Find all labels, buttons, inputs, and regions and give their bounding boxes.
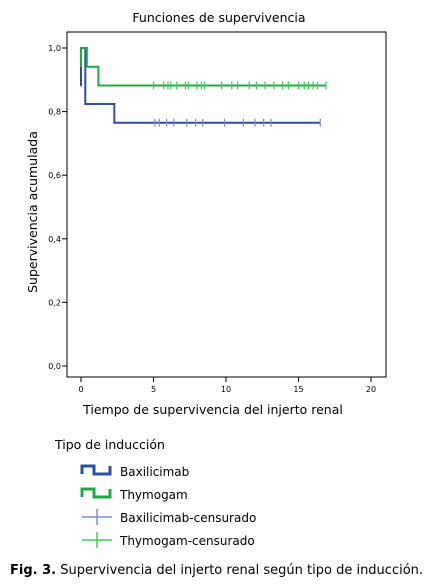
caption-text: Supervivencia del injerto renal según ti… bbox=[56, 563, 424, 578]
legend-title: Tipo de inducción bbox=[55, 437, 165, 452]
legend-item-baxilicimab: Baxilicimab bbox=[55, 462, 355, 485]
plot-series bbox=[80, 47, 327, 127]
y-tick-label: 0,8 bbox=[48, 108, 61, 117]
legend-item-baxilicimab-censored: Baxilicimab-censurado bbox=[55, 508, 355, 531]
x-tick-label: 10 bbox=[221, 385, 231, 394]
legend-label: Thymogam-censurado bbox=[120, 534, 255, 548]
legend-item-thymogam-censored: Thymogam-censurado bbox=[55, 531, 355, 554]
caption-label: Fig. 3. bbox=[10, 563, 57, 578]
x-tick-label: 5 bbox=[151, 385, 156, 394]
y-tick-label: 1,0 bbox=[48, 44, 61, 53]
x-axis: 0 5 10 15 20 bbox=[78, 377, 376, 394]
figure-caption: Fig. 3. Supervivencia del injerto renal … bbox=[10, 563, 423, 578]
y-axis: 0,0 0,2 0,4 0,6 0,8 1,0 bbox=[48, 44, 67, 371]
legend-item-thymogam: Thymogam bbox=[55, 485, 355, 508]
censor-mark-icon bbox=[82, 509, 112, 525]
series-line-thymogam bbox=[80, 47, 326, 87]
y-tick-label: 0,2 bbox=[48, 298, 61, 307]
censor-mark-icon bbox=[82, 532, 112, 548]
legend-label: Thymogam bbox=[120, 488, 188, 502]
survival-chart: Funciones de supervivencia 0,00,20,40,60… bbox=[25, 10, 387, 417]
legend-label: Baxilicimab bbox=[120, 465, 190, 479]
y-axis-label: Supervivencia acumulada bbox=[25, 131, 40, 293]
x-axis-label: Tiempo de supervivencia del injerto rena… bbox=[82, 402, 343, 417]
chart-title: Funciones de supervivencia bbox=[132, 10, 305, 25]
y-tick-label: 0,4 bbox=[48, 235, 61, 244]
x-tick-label: 20 bbox=[366, 385, 376, 394]
step-line-icon bbox=[80, 464, 112, 476]
y-tick-label: 0,0 bbox=[48, 362, 61, 371]
legend-label: Baxilicimab-censurado bbox=[120, 511, 257, 525]
y-tick-label: 0,6 bbox=[48, 171, 61, 180]
x-tick-label: 0 bbox=[78, 385, 83, 394]
x-tick-label: 15 bbox=[293, 385, 303, 394]
legend: Tipo de inducción Baxilicimab Thymogam B… bbox=[55, 437, 355, 554]
step-line-icon bbox=[80, 487, 112, 499]
plot-frame bbox=[66, 31, 387, 378]
